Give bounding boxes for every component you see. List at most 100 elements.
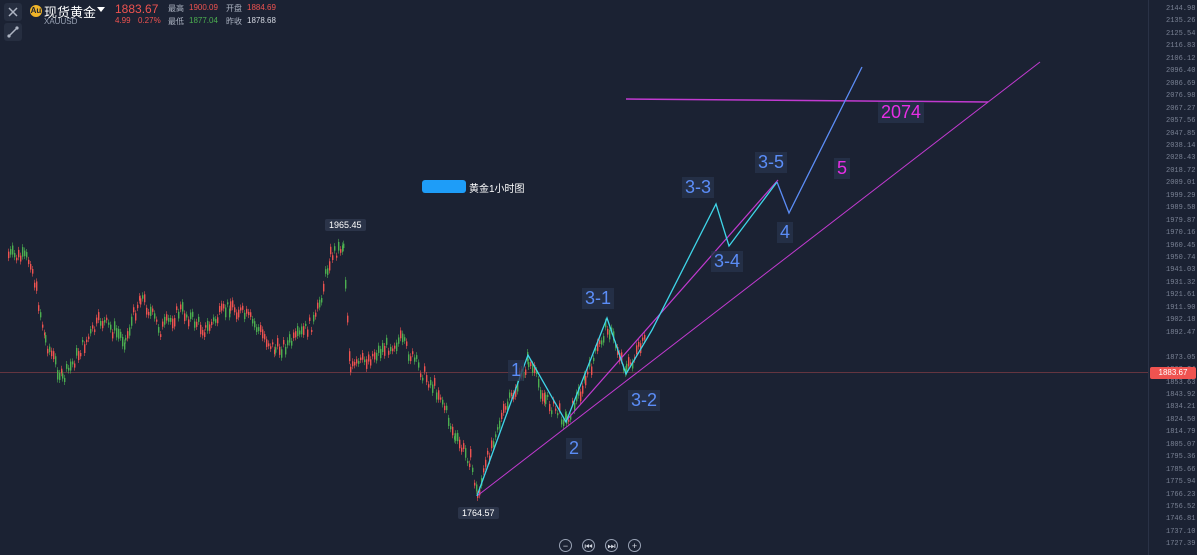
low-marker-label: 1764.57 <box>458 507 499 519</box>
candle-body <box>53 351 55 360</box>
candle-body <box>24 250 26 257</box>
candle-body <box>380 348 382 359</box>
price-axis[interactable] <box>1148 0 1197 555</box>
candle-body <box>467 460 469 464</box>
candle-body <box>410 356 412 362</box>
candle-body <box>18 249 20 258</box>
wave-label-4: 4 <box>777 222 794 243</box>
forward-button[interactable]: ⏭ <box>605 539 618 552</box>
candle-body <box>509 392 511 398</box>
candle-body <box>62 373 64 379</box>
candle-body <box>125 337 127 341</box>
candle-body <box>162 321 164 327</box>
candle-body <box>137 304 139 309</box>
candle-body <box>362 352 364 360</box>
candle-body <box>438 390 440 400</box>
candle-body <box>568 419 570 422</box>
candle-body <box>36 281 38 291</box>
price-tick: 1989.58 <box>1166 204 1196 213</box>
price-change: 4.99 <box>115 16 131 25</box>
zoom-in-button[interactable]: + <box>628 539 641 552</box>
candle-body <box>416 355 418 359</box>
candle-body <box>303 326 305 335</box>
candle-body <box>139 296 141 301</box>
candle-body <box>268 343 270 347</box>
candle-body <box>55 356 57 365</box>
candle-body <box>172 318 174 329</box>
candle-body <box>603 336 605 343</box>
candle-body <box>565 412 567 419</box>
candle-body <box>74 363 76 368</box>
candle-body <box>168 317 170 322</box>
candle-body <box>64 377 66 383</box>
candle-body <box>457 432 459 442</box>
close-button[interactable] <box>4 3 22 21</box>
candle-body <box>440 397 442 400</box>
candle-body <box>240 307 242 311</box>
price-tick: 1756.52 <box>1166 503 1196 511</box>
price-tick: 1902.18 <box>1166 316 1196 325</box>
candlestick-series <box>8 238 646 501</box>
wave-label-5: 5 <box>834 158 851 179</box>
candle-body <box>394 345 396 349</box>
candle-body <box>10 249 12 255</box>
candle-body <box>84 344 86 354</box>
candle-body <box>131 316 133 326</box>
candle-body <box>422 377 424 381</box>
candle-body <box>291 340 293 346</box>
candle-body <box>434 377 436 386</box>
candle-body <box>530 362 532 367</box>
price-tick: 2135.26 <box>1166 17 1196 26</box>
rewind-button[interactable]: ⏮ <box>582 539 595 552</box>
candle-body <box>487 450 489 455</box>
candle-body <box>332 255 334 260</box>
candle-body <box>317 302 319 309</box>
price-tick: 1979.87 <box>1166 216 1196 225</box>
price-tick: 1911.90 <box>1166 303 1196 312</box>
candle-body <box>30 264 32 270</box>
candle-body <box>469 463 471 468</box>
candle-body <box>57 370 59 380</box>
price-chart[interactable] <box>0 0 1150 555</box>
candle-body <box>485 459 487 467</box>
price-change-pct: 0.27% <box>138 16 161 25</box>
candle-body <box>258 327 260 332</box>
candle-body <box>194 321 196 328</box>
candle-body <box>382 343 384 353</box>
candle-body <box>205 325 207 328</box>
candle-body <box>176 306 178 311</box>
candle-body <box>154 313 156 319</box>
candle-body <box>334 246 336 251</box>
candle-body <box>102 321 104 329</box>
candle-body <box>68 367 70 371</box>
candle-body <box>414 357 416 362</box>
price-tick: 1834.21 <box>1166 403 1196 412</box>
price-tick: 1814.79 <box>1166 428 1196 437</box>
candle-body <box>370 359 372 366</box>
candle-body <box>584 373 586 381</box>
candle-body <box>483 468 485 473</box>
draw-tool-button[interactable] <box>4 23 22 41</box>
candle-body <box>503 403 505 413</box>
wave-label-3-4: 3-4 <box>711 251 744 272</box>
candle-body <box>192 311 194 317</box>
candle-body <box>378 345 380 353</box>
candle-body <box>51 350 53 357</box>
wave-label-1: 1 <box>508 360 525 381</box>
candle-body <box>229 308 231 318</box>
candle-body <box>260 325 262 333</box>
candle-body <box>580 391 582 402</box>
candle-body <box>32 269 34 274</box>
candle-body <box>12 245 14 255</box>
zoom-out-button[interactable]: − <box>559 539 572 552</box>
candle-body <box>561 419 563 425</box>
candle-body <box>323 283 325 292</box>
instrument-title[interactable]: 现货黄金 <box>44 5 97 20</box>
candle-body <box>82 340 84 343</box>
price-tick: 1785.66 <box>1166 465 1196 474</box>
candle-body <box>350 366 352 373</box>
price-tick: 1746.81 <box>1166 515 1196 524</box>
candle-body <box>190 312 192 319</box>
chevron-down-icon[interactable] <box>97 7 105 12</box>
candle-body <box>611 327 613 332</box>
